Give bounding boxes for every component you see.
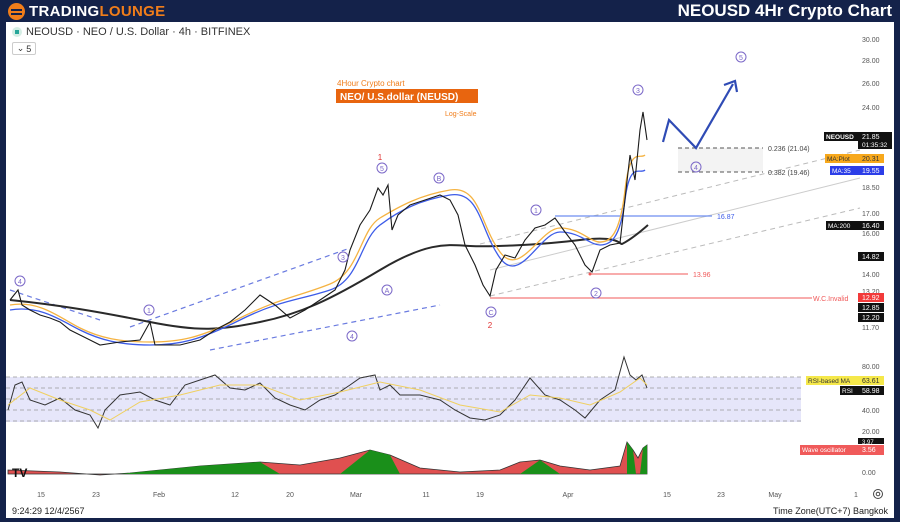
wave-label: 5 [380,166,384,173]
fib-382-label: 0.382 (19.46) [768,170,810,177]
price-tick: 24.00 [862,105,880,112]
wave-label: 4 [694,165,698,172]
osc-tick: 0.00 [862,470,876,477]
ma35-tag-label: MA:35 [832,168,851,175]
rsi-tick: 20.00 [862,429,880,436]
ma-plot-tag-label: MA:Plot [827,156,850,163]
rsi-band [6,377,801,422]
osc-hidden-value: 3.97 [862,440,874,446]
brand-text-1: TRADING [29,2,100,20]
wave-label: 3 [341,255,345,262]
ma200-tag-value: 16.40 [862,223,880,230]
market-status-icon [12,27,22,37]
logo-icon [8,2,25,20]
log-scale-label: Log-Scale [445,111,477,118]
level-1687-label: 16.87 [717,214,735,221]
price-tick: 14.00 [862,272,880,279]
rsi-tag-value: 58.98 [862,388,880,395]
time-tick: 20 [286,492,294,499]
timezone-label[interactable]: Time Zone(UTC+7) Bangkok [773,506,888,516]
indicator-count: 5 [26,43,32,54]
wave-label: 3 [636,88,640,95]
countdown: 01:35:32 [862,142,888,149]
rsi-ma-tag-label: RSI-based MA [808,378,851,385]
wave-osc-tag-label: Wave oscillator [802,447,847,454]
timestamp: 9:24:29 12/4/2567 [12,506,85,516]
wave-label: 1 [534,208,538,215]
price-series [9,111,648,346]
wave-label: C [488,310,493,317]
rsi-tag-label: RSI [842,388,853,395]
settings-gear-icon[interactable] [873,489,883,499]
time-tick: 23 [717,492,725,499]
time-tick: 15 [37,492,45,499]
time-tick: May [768,492,782,499]
chart-panel[interactable]: 0.236 (21.04) 0.382 (19.46) 16.87 13.96 … [6,22,894,518]
subtitle-label: 4Hour Crypto chart [337,79,405,88]
main-annotation: NEO/ U.S.dollar (NEUSD) [340,92,458,103]
tag-1285: 12.85 [862,305,880,312]
wave-label: 2 [594,291,598,298]
major-wave-label: 1 [378,153,383,162]
ma-plot-tag-value: 20.31 [862,156,880,163]
wave-label: 1 [147,308,151,315]
symbol-line: NEOUSD · NEO / U.S. Dollar · 4h · BITFIN… [26,26,251,38]
price-tick: 18.50 [862,185,880,192]
tag-1220: 12.20 [862,315,880,322]
tag-1482: 14.82 [862,254,880,261]
price-tick: 16.00 [862,231,880,238]
page-title: NEOUSD 4Hr Crypto Chart [677,1,892,20]
top-banner: TRADINGLOUNGE NEOUSD 4Hr Crypto Chart [0,0,900,22]
ma200-tag-label: MA:200 [828,223,851,230]
wave-osc-tag-value: 3.56 [862,447,876,454]
time-tick: 15 [663,492,671,499]
chart-canvas[interactable]: 0.236 (21.04) 0.382 (19.46) 16.87 13.96 … [6,22,894,518]
price-tick: 13.20 [862,289,880,296]
ma200-line [9,224,649,330]
price-tick: 11.70 [862,325,879,332]
wave-label: A [385,288,390,295]
rsi-ma-tag-value: 63.61 [862,378,880,385]
level-1396-label: 13.96 [693,272,711,279]
wave-label: 4 [18,279,22,286]
fib-236-label: 0.236 (21.04) [768,146,810,153]
symbol-header[interactable]: NEOUSD · NEO / U.S. Dollar · 4h · BITFIN… [12,26,250,38]
neousd-tag-label: NEOUSD [826,134,854,141]
indicators-collapse-button[interactable]: ⌄ 5 [12,42,36,55]
brand-text-2: LOUNGE [99,2,166,20]
time-tick: 23 [92,492,100,499]
time-tick: Mar [350,492,363,499]
rsi-tick: 40.00 [862,408,880,415]
chevron-down-icon: ⌄ [16,43,25,53]
arrow-head-icon [723,79,739,93]
time-tick: 12 [231,492,239,499]
wc-invalid-value: 12.92 [862,295,880,302]
ma35-tag-value: 19.55 [862,168,880,175]
price-tick: 30.00 [862,37,880,44]
price-tick: 17.00 [862,211,880,218]
time-tick: 1 [854,492,858,499]
rsi-line [7,355,648,430]
elliott-channel [9,247,441,351]
major-wave-label: 2 [488,321,493,330]
wave-label: 4 [350,334,354,341]
price-tick: 28.00 [862,58,880,65]
brand-logo: TRADINGLOUNGE [8,2,165,20]
wc-invalid-label: W.C.Invalid [813,296,849,303]
neousd-tag-value: 21.85 [862,134,880,141]
rsi-tick: 80.00 [862,364,880,371]
time-tick: 11 [422,492,429,499]
wave-label: B [437,176,442,183]
time-tick: 19 [476,492,484,499]
time-tick: Apr [563,492,575,499]
time-tick: Feb [153,492,165,499]
tv-logo-icon: TV [12,466,27,480]
projection-path [661,83,734,150]
price-tick: 26.00 [862,81,880,88]
wave-label: 5 [739,55,743,62]
